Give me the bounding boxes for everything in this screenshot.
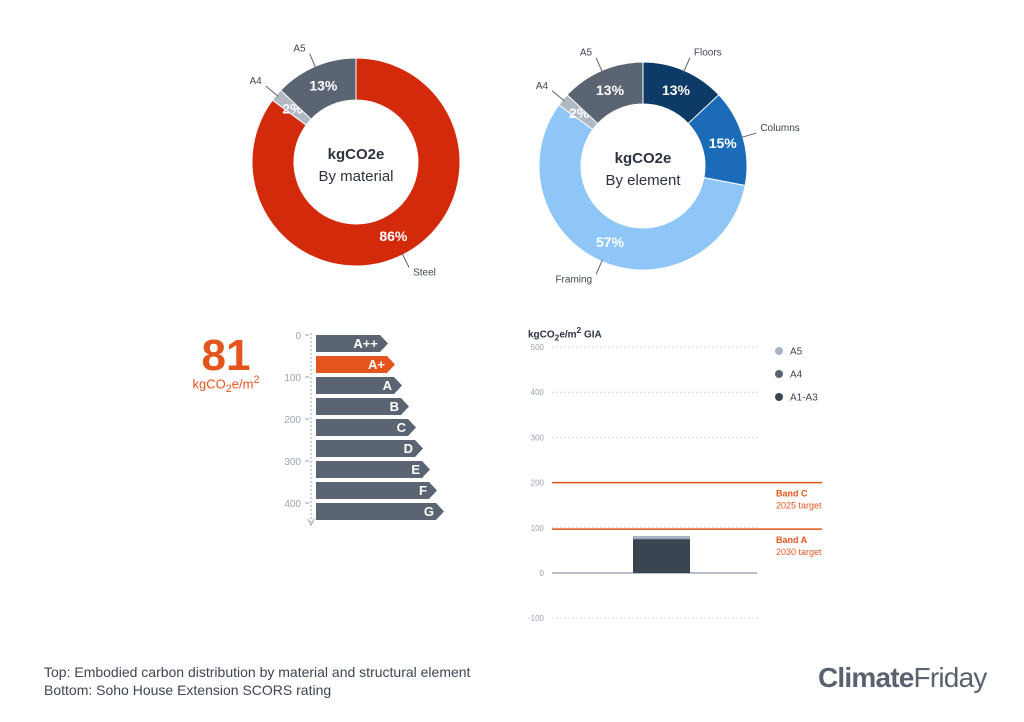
rating-band-g [316,503,444,520]
slice-label-a5: A5 [293,44,306,55]
bar-ytick-0: 0 [540,569,545,578]
caption-line-2: Bottom: Soho House Extension SCORS ratin… [44,682,332,698]
bar-ytick-300: 300 [531,433,545,442]
rating-band-label-b: B [390,399,399,414]
leader-a5 [595,57,603,73]
rating-band-a-plus-plus [316,335,388,352]
rating-band-label-e: E [411,462,420,477]
donut-center-subtitle: By material [318,168,393,185]
bar-ytick-200: 200 [531,479,545,488]
slice-label-a4: A4 [536,81,549,92]
rating-value: 81 [202,331,251,380]
legend-marker-a1-a3 [775,393,783,401]
leader-floors [683,57,691,73]
rating-band-label-g: G [424,504,434,519]
bar-ytick-100: -100 [528,614,545,623]
rating-band-c [316,419,416,436]
bar-segment-a1-a3 [633,539,690,573]
target-label-band-a: Band A [776,535,808,545]
slice-framing [538,104,746,271]
rating-unit: kgCO2e/m2 [192,374,260,395]
bar-ytick-400: 400 [531,388,545,397]
rating-unit-box: kgCO2e/m2 [192,374,260,395]
logo-part-2: Friday [913,662,988,693]
rating-tick-300: 300 [284,457,301,468]
legend-label-a1-a3: A1-A3 [790,393,818,404]
legend-label-a5: A5 [790,347,803,358]
rating-band-label-d: D [404,441,413,456]
rating-tick-0: 0 [295,331,301,342]
bar-ytick-500: 500 [531,343,545,352]
slice-value-framing: 57% [596,234,625,250]
rating-tick-400: 400 [284,499,301,510]
rating-band-label-f: F [419,483,427,498]
bar-ytick-100: 100 [531,524,545,533]
bar-segment-a5 [633,535,690,539]
rating-band-e [316,461,430,478]
slice-value-a5: 13% [596,82,625,98]
slice-label-a4: A4 [250,76,263,87]
bar-y-axis-label: kgCO2e/m2 GIA [528,325,602,343]
leader-a4 [551,90,565,102]
donut-center-title: kgCO2e [328,146,385,163]
slice-steel [251,57,461,267]
slice-label-a5: A5 [580,48,593,59]
rating-band-label-c: C [397,420,407,435]
logo-part-1: Climate [818,662,914,693]
leader-a5 [309,53,317,69]
slice-label-steel: Steel [413,267,436,278]
slice-value-a5: 13% [309,78,338,94]
rating-band-b [316,398,409,415]
rating-band-label-a-plus: A+ [368,357,385,372]
caption-line-1: Top: Embodied carbon distribution by mat… [44,664,471,680]
donut-center-title: kgCO2e [615,150,672,167]
slice-label-floors: Floors [694,48,722,59]
rating-band-label-a: A [383,378,393,393]
leader-columns [740,132,757,139]
rating-band-f [316,482,437,499]
slice-a5 [566,61,644,125]
target-label-band-c: Band C [776,489,808,499]
legend-marker-a4 [775,370,783,378]
slice-value-steel: 86% [379,228,408,244]
leader-a4 [265,85,279,97]
rating-tick-100: 100 [284,373,301,384]
rating-tick-200: 200 [284,415,301,426]
rating-band-a-plus [316,356,395,373]
slice-value-columns: 15% [709,135,738,151]
slice-label-framing: Framing [555,274,592,285]
climate-friday-logo: ClimateFriday [818,662,987,694]
bar-segment-a4 [633,538,690,540]
rating-axis-arrow [307,518,315,527]
slice-label-columns: Columns [760,123,799,134]
slice-a5 [280,57,357,120]
target-sublabel-band-a: 2030 target [776,547,822,557]
legend-label-a4: A4 [790,370,803,381]
donut-center-subtitle: By element [605,172,681,189]
rating-band-a [316,377,402,394]
bar-y-axis-label-box: kgCO2e/m2 GIA [528,325,602,343]
rating-band-label-a-plus-plus: A++ [353,336,378,351]
legend-marker-a5 [775,347,783,355]
leader-framing [595,259,603,275]
rating-band-d [316,440,423,457]
slice-value-floors: 13% [662,82,691,98]
leader-steel [401,252,410,268]
target-sublabel-band-c: 2025 target [776,501,822,511]
